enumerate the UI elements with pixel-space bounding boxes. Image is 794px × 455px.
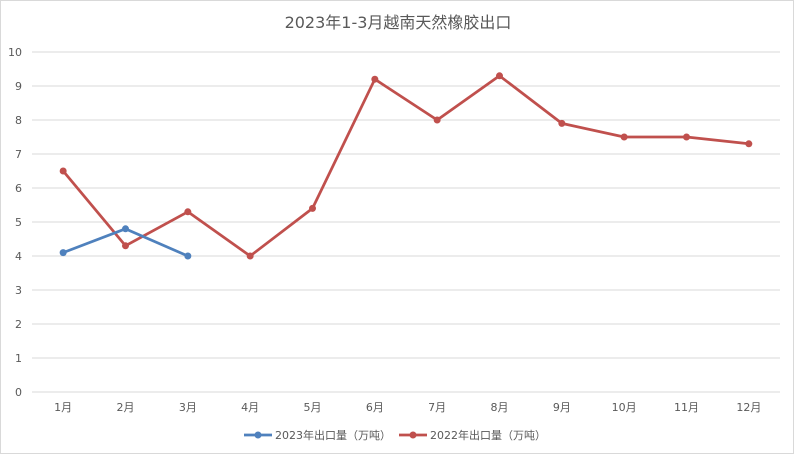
x-tick-label: 3月 bbox=[179, 401, 197, 414]
legend-item-1: 2022年出口量（万吨） bbox=[399, 428, 546, 442]
y-tick-label: 10 bbox=[8, 46, 22, 59]
data-point bbox=[620, 133, 628, 141]
data-point bbox=[184, 252, 192, 260]
x-tick-label: 12月 bbox=[736, 401, 761, 414]
data-point bbox=[184, 208, 192, 216]
legend-item-0: 2023年出口量（万吨） bbox=[244, 428, 391, 442]
data-point bbox=[59, 167, 67, 175]
x-axis-ticks: 1月 2月 3月 4月 5月 6月 7月 8月 9月 10月 11月 12月 bbox=[54, 401, 761, 414]
y-tick-label: 1 bbox=[15, 352, 22, 365]
y-tick-label: 4 bbox=[15, 250, 22, 263]
data-point bbox=[433, 116, 441, 124]
x-tick-label: 10月 bbox=[612, 401, 637, 414]
x-tick-label: 1月 bbox=[54, 401, 72, 414]
data-point bbox=[496, 72, 503, 80]
legend-swatch-marker bbox=[254, 431, 262, 439]
data-point bbox=[371, 75, 379, 83]
series-1 bbox=[59, 72, 753, 260]
x-tick-label: 7月 bbox=[428, 401, 446, 414]
y-tick-label: 5 bbox=[15, 216, 22, 229]
chart-title: 2023年1-3月越南天然橡胶出口 bbox=[285, 13, 512, 32]
y-tick-label: 7 bbox=[15, 148, 22, 161]
y-tick-label: 2 bbox=[15, 318, 22, 331]
data-point bbox=[122, 225, 129, 233]
data-point bbox=[59, 249, 67, 257]
y-tick-label: 0 bbox=[15, 386, 22, 399]
y-tick-label: 9 bbox=[15, 80, 22, 93]
legend-label: 2023年出口量（万吨） bbox=[275, 428, 391, 442]
y-tick-label: 8 bbox=[15, 114, 22, 127]
data-point bbox=[246, 252, 254, 260]
y-axis-ticks: 0 1 2 3 4 5 6 7 8 9 10 bbox=[8, 46, 22, 399]
x-tick-label: 2月 bbox=[117, 401, 135, 414]
x-tick-label: 6月 bbox=[366, 401, 384, 414]
series-line-1 bbox=[61, 74, 751, 258]
series-layer bbox=[59, 72, 753, 260]
data-point bbox=[683, 133, 690, 141]
x-tick-label: 11月 bbox=[674, 401, 699, 414]
data-point bbox=[122, 242, 129, 250]
legend: 2023年出口量（万吨） 2022年出口量（万吨） bbox=[244, 428, 546, 442]
x-tick-label: 9月 bbox=[553, 401, 571, 414]
data-point bbox=[558, 119, 566, 127]
y-tick-label: 6 bbox=[15, 182, 22, 195]
data-point bbox=[309, 204, 316, 212]
series-0 bbox=[59, 225, 192, 260]
x-tick-label: 4月 bbox=[241, 401, 259, 414]
legend-swatch-marker bbox=[409, 431, 417, 439]
data-point bbox=[745, 140, 753, 148]
x-tick-label: 8月 bbox=[491, 401, 509, 414]
y-tick-label: 3 bbox=[15, 284, 22, 297]
x-tick-label: 5月 bbox=[304, 401, 322, 414]
legend-label: 2022年出口量（万吨） bbox=[430, 428, 546, 442]
grid-lines bbox=[32, 51, 780, 393]
